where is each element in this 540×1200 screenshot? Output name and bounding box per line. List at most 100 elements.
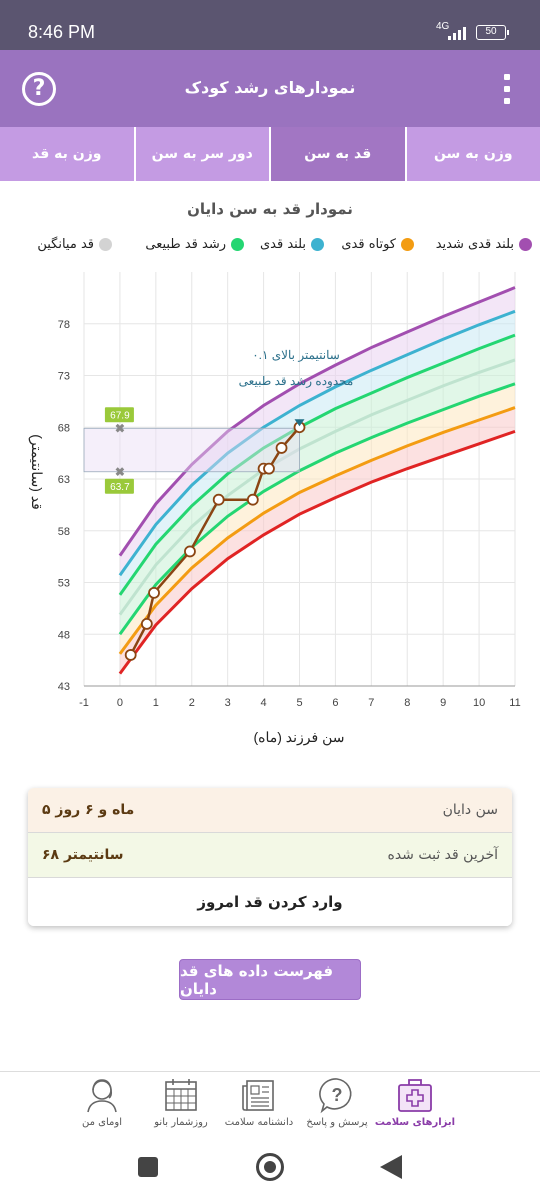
upper-range-label: 67.9 xyxy=(110,410,130,421)
x-tick-label: 5 xyxy=(296,697,302,709)
help-icon[interactable]: ? xyxy=(22,72,56,106)
child-data-point xyxy=(140,617,153,630)
percentile-band xyxy=(119,287,516,576)
range-marker-lower: ✖ xyxy=(115,465,125,479)
reference-line-red xyxy=(118,429,516,675)
age-row: ۵ ماه و ۶ روز سن دایان xyxy=(28,788,512,833)
age-label: سن دایان xyxy=(442,802,498,818)
legend-dot xyxy=(231,238,244,251)
reference-line-median xyxy=(118,358,516,616)
nav-item-profile[interactable]: اومای من xyxy=(57,1076,147,1128)
y-tick-label: 53 xyxy=(58,578,70,590)
age-value: ۵ ماه و ۶ روز xyxy=(42,802,135,818)
status-bar: 8:46 PM 4G 50 xyxy=(0,0,540,50)
recents-button[interactable] xyxy=(138,1157,158,1177)
upper-range-badge xyxy=(104,407,134,423)
nav-item-health-tools[interactable]: ابزارهای سلامت xyxy=(370,1076,460,1128)
home-inner-dot xyxy=(264,1161,276,1173)
x-tick-label: 9 xyxy=(440,697,446,709)
nav-label: ابزارهای سلامت xyxy=(374,1117,456,1128)
back-button[interactable] xyxy=(380,1155,402,1179)
x-axis-title: سن فرزند (ماه) xyxy=(253,729,344,746)
legend-label: قد میانگین xyxy=(37,237,94,252)
y-tick-label: 58 xyxy=(58,526,70,538)
tab-weight-for-age[interactable]: وزن به سن xyxy=(433,146,513,162)
child-data-point xyxy=(148,586,160,599)
y-axis-title: قد (سانتیمتر) xyxy=(28,434,45,510)
legend-dot xyxy=(99,238,112,251)
y-tick-label: 48 xyxy=(58,629,70,641)
x-tick-label: 2 xyxy=(189,697,195,709)
nav-item-calendar[interactable]: روزشمار بانو xyxy=(136,1076,226,1128)
current-point-marker xyxy=(294,419,305,427)
child-data-point xyxy=(263,462,275,475)
legend-label: بلند قدی xyxy=(259,237,306,252)
legend-item-normal[interactable]: رشد قد طبیعی xyxy=(145,237,244,252)
legend-dot xyxy=(401,238,414,251)
range-marker-upper: ✖ xyxy=(115,421,125,435)
x-tick-label: 6 xyxy=(332,697,338,709)
more-vertical-icon[interactable] xyxy=(500,72,514,106)
encyclopedia-icon xyxy=(242,1080,274,1111)
nav-item-encyclopedia[interactable]: دانشنامه سلامت xyxy=(214,1076,304,1128)
nav-item-qa[interactable]: ? پرسش و پاسخ xyxy=(292,1076,382,1128)
legend-item-tall[interactable]: بلند قدی xyxy=(260,237,324,252)
legend-label: بلند قدی شدید xyxy=(435,237,514,252)
x-tick-label: 0 xyxy=(117,697,123,709)
profile-icon xyxy=(87,1079,117,1113)
legend-item-median[interactable]: قد میانگین xyxy=(37,237,112,252)
y-tick-label: 63 xyxy=(58,474,70,486)
page-title: نمودارهای رشد کودک xyxy=(184,78,356,97)
nav-label: روزشمار بانو xyxy=(154,1117,208,1128)
x-tick-label: 8 xyxy=(404,697,410,709)
x-tick-label: 11 xyxy=(509,697,520,709)
svg-text:?: ? xyxy=(332,1085,343,1105)
last-height-row: ۶۸ سانتیمتر آخرین قد ثبت شده xyxy=(28,833,512,878)
annotation-line-2: محدوده رشد قد طبیعی xyxy=(239,374,354,388)
percentile-band xyxy=(119,359,516,635)
height-for-age-chart[interactable]: -1 0 1 2 3 4 5 6 7 8 9 10 114348535863687378✖✖67.963… xyxy=(0,262,540,762)
child-data-point xyxy=(212,493,225,506)
tab-height-for-age[interactable]: قد به سن xyxy=(271,127,407,181)
child-growth-line xyxy=(129,426,301,656)
child-data-point xyxy=(124,649,137,661)
height-data-list-button[interactable]: فهرست داده های قد دایان xyxy=(179,959,361,1000)
percentile-band xyxy=(119,335,516,615)
bottom-nav: اومای من روزشمار بانو دانشنامه سلامت xyxy=(0,1071,540,1133)
y-tick-label: 43 xyxy=(58,681,70,693)
x-tick-label: 3 xyxy=(225,697,231,709)
app-header: ? نمودارهای رشد کودک xyxy=(0,50,540,127)
legend-item-short[interactable]: کوتاه قدی xyxy=(341,237,414,252)
legend-label: کوتاه قدی xyxy=(341,237,396,252)
lower-range-label: 63.7 xyxy=(110,482,130,493)
child-data-point xyxy=(246,493,259,506)
nav-label: پرسش و پاسخ xyxy=(306,1117,368,1128)
annotation-line-1: ۰.۱ سانتیمتر بالای xyxy=(252,348,340,362)
x-tick-label: 7 xyxy=(368,697,374,709)
system-nav xyxy=(0,1133,540,1200)
home-button[interactable] xyxy=(256,1153,284,1181)
legend-item-severe-tall[interactable]: بلند قدی شدید xyxy=(436,237,532,252)
percentile-band xyxy=(119,311,516,595)
x-tick-label: 4 xyxy=(261,697,267,709)
medical-kit-icon xyxy=(398,1079,432,1112)
last-height-label: آخرین قد ثبت شده xyxy=(387,847,499,863)
battery-icon: 50 xyxy=(476,25,509,40)
chart-legend: بلند قدی شدید کوتاه قدی بلند قدی رشد قد … xyxy=(8,237,532,259)
tab-head-circumference[interactable]: دور سر به سن xyxy=(136,127,271,181)
reference-line-purple xyxy=(118,286,516,557)
reference-line-orange xyxy=(118,406,516,655)
x-tick-label: -1 xyxy=(79,697,89,709)
reference-line-green-upper xyxy=(118,333,516,596)
chart-title: نمودار قد به سن دایان xyxy=(187,200,353,218)
tab-weight-for-height[interactable]: وزن به قد xyxy=(0,127,136,181)
enter-today-height-button[interactable]: وارد کردن قد امروز xyxy=(28,878,512,926)
y-tick-label: 73 xyxy=(58,371,70,383)
legend-label: رشد قد طبیعی xyxy=(145,237,226,252)
last-height-value: ۶۸ سانتیمتر xyxy=(42,847,124,863)
legend-dot xyxy=(311,238,324,251)
y-tick-label: 78 xyxy=(58,319,70,331)
nav-label: دانشنامه سلامت xyxy=(224,1117,294,1128)
lower-range-badge xyxy=(104,478,134,494)
signal-icon xyxy=(448,26,468,40)
